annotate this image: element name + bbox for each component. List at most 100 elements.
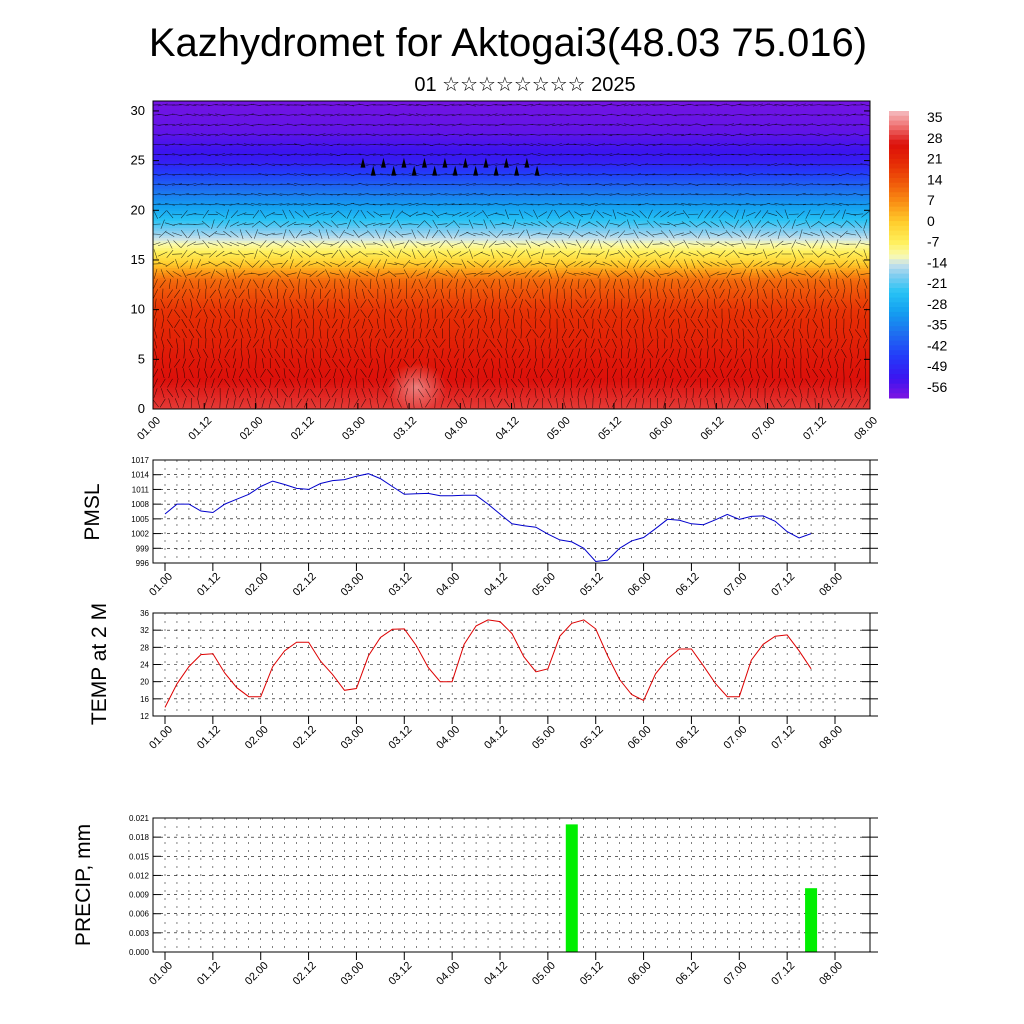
heatmap-band — [153, 105, 870, 110]
colorbar-swatch — [889, 168, 909, 174]
heatmap-band — [153, 150, 870, 154]
heatmap-band — [153, 277, 870, 281]
heatmap-band — [153, 332, 870, 336]
x-tick-label: 04.12 — [482, 960, 510, 988]
wind-marker — [514, 165, 520, 176]
y-tick-label: 1008 — [131, 500, 149, 509]
heatmap-band — [153, 354, 870, 358]
heatmap-band — [153, 245, 870, 249]
colorbar-swatch — [889, 235, 909, 241]
heatmap-band — [153, 374, 870, 378]
heatmap-band — [153, 130, 870, 134]
wind-marker — [483, 157, 489, 168]
x-tick-label: 06.00 — [626, 724, 654, 752]
colorbar-swatch — [889, 221, 909, 227]
y-tick-label: 36 — [140, 609, 149, 618]
heatmap-band — [153, 327, 870, 331]
colorbar-swatch — [889, 149, 909, 155]
colorbar-swatch — [889, 130, 909, 136]
heatmap-band — [153, 128, 870, 132]
colorbar-label: 0 — [927, 213, 935, 229]
heatmap-band — [153, 230, 870, 234]
y-tick-label: 20 — [140, 678, 149, 687]
x-tick-label: 02.00 — [243, 960, 271, 988]
colorbar-label: -42 — [927, 337, 947, 353]
colorbar: 35 28 21 14 7 0 -7 -14 -21 -28 -35 -42 -49 -56 — [889, 109, 947, 399]
heatmap-band — [153, 384, 870, 388]
y-tick-label: 25 — [131, 153, 145, 168]
heatmap-band — [153, 329, 870, 333]
x-tick-label: 01.12 — [195, 724, 223, 752]
heatmap-band — [153, 135, 870, 139]
heatmap-band — [153, 215, 870, 219]
heatmap-band — [153, 180, 870, 184]
heatmap-band — [153, 210, 870, 214]
heatmap-band — [153, 158, 870, 162]
wind-marker — [370, 165, 376, 176]
heatmap-band — [153, 220, 870, 224]
x-tick-label: 04.00 — [434, 724, 462, 752]
heatmap-band — [153, 168, 870, 172]
heatmap-band — [153, 155, 870, 159]
precip-ylabel: PRECIP, mm — [72, 824, 95, 946]
heatmap-band — [153, 366, 870, 370]
x-tick-label: 02.00 — [243, 571, 271, 599]
heatmap-band — [153, 269, 870, 273]
colorbar-swatch — [889, 369, 909, 375]
x-tick-label: 08.00 — [817, 571, 845, 599]
heatmap-band — [153, 284, 870, 288]
heatmap-band — [153, 192, 870, 196]
colorbar-label: 35 — [927, 109, 943, 125]
heatmap-band — [153, 364, 870, 368]
x-tick-label: 01.00 — [135, 415, 163, 443]
x-tick-label: 07.12 — [801, 415, 829, 443]
heatmap-band — [153, 264, 870, 269]
heatmap-band — [153, 289, 870, 293]
heatmap-band — [153, 322, 870, 326]
heatmap-band — [153, 297, 870, 301]
colorbar-swatch — [889, 177, 909, 184]
y-tick-label: 0.000 — [129, 948, 150, 957]
heatmap-band — [153, 165, 870, 169]
precip-panel: 0.000 0.003 0.006 0.009 0.012 0.015 0.018 0.021… — [72, 814, 878, 988]
heatmap-band — [153, 195, 870, 199]
heatmap-band — [153, 292, 870, 296]
heatmap-band — [153, 346, 870, 350]
heatmap-band — [153, 145, 870, 149]
x-tick-label: 02.00 — [243, 724, 271, 752]
colorbar-label: -14 — [927, 254, 947, 270]
heatmap-band — [153, 391, 870, 395]
colorbar-swatch — [889, 139, 909, 145]
x-tick-label: 05.00 — [530, 724, 558, 752]
x-tick-label: 02.12 — [291, 724, 319, 752]
colorbar-swatch — [889, 216, 909, 222]
y-tick-label: 1017 — [131, 456, 149, 465]
heatmap-band — [153, 324, 870, 328]
colorbar-swatch — [889, 326, 909, 332]
x-tick-label: 07.12 — [769, 960, 797, 988]
y-tick-label: 16 — [140, 695, 149, 704]
heatmap-band — [153, 262, 870, 266]
colorbar-label: -56 — [927, 379, 947, 395]
y-tick-label: 999 — [136, 544, 150, 553]
heatmap-band — [153, 235, 870, 239]
colorbar-swatch — [889, 383, 909, 389]
colorbar-swatch — [889, 292, 909, 299]
heatmap-band — [153, 115, 870, 119]
heatmap-band — [153, 351, 870, 355]
x-tick-label: 02.12 — [291, 960, 319, 988]
colorbar-swatch — [889, 240, 909, 246]
colorbar-swatch — [889, 359, 909, 366]
heatmap-band — [153, 361, 870, 365]
heatmap-band — [153, 225, 870, 229]
wind-marker — [493, 165, 499, 176]
heatmap-band — [153, 250, 870, 254]
x-tick-label: 03.12 — [391, 415, 419, 443]
wind-vectors — [153, 103, 870, 409]
x-tick-label: 08.00 — [852, 415, 880, 443]
heatmap-band — [153, 217, 870, 221]
x-tick-label: 04.00 — [442, 415, 470, 443]
cross-section-panel: 0 5 10 15 20 25 30 01.00 01.12 02.00 02.12 03.00 03… — [131, 100, 880, 443]
x-tick-label: 05.00 — [545, 415, 573, 443]
